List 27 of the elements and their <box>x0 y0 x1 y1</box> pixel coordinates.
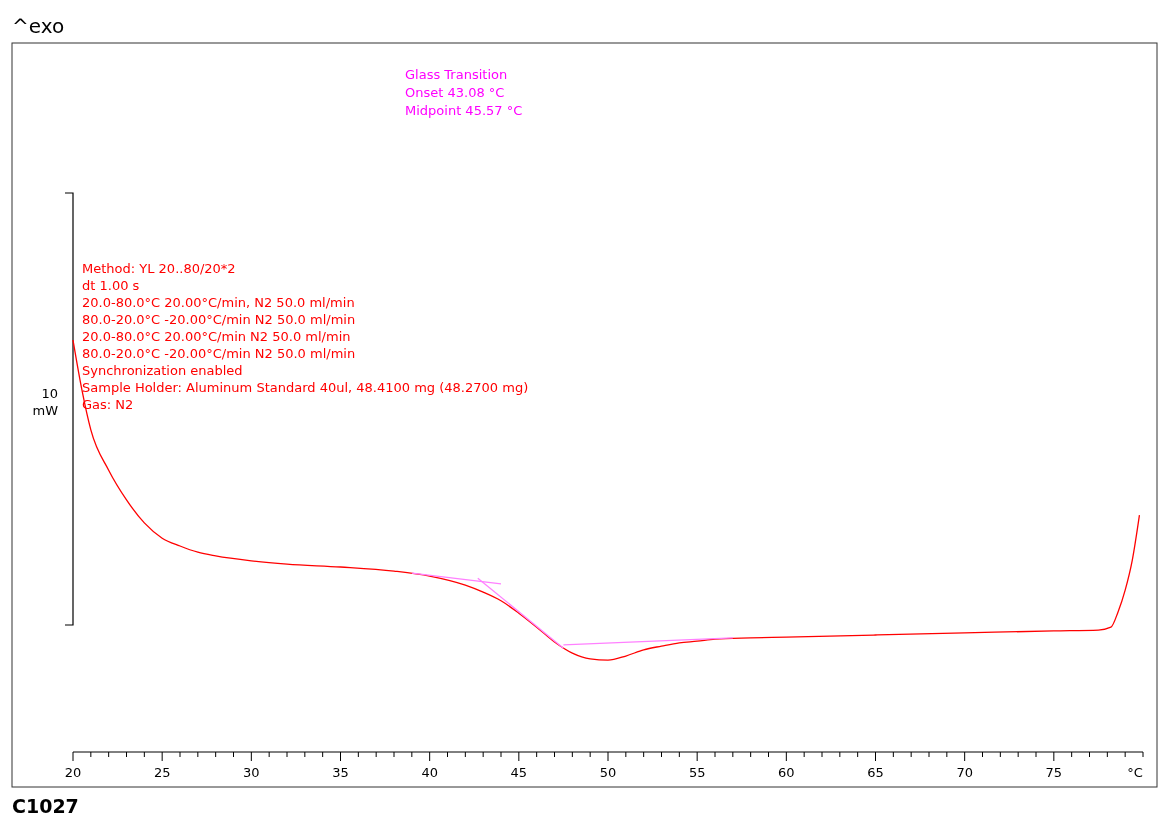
annotation: 80.0-20.0°C -20.00°C/min N2 50.0 ml/min <box>82 346 356 361</box>
x-tick-label: 25 <box>153 765 171 780</box>
text: 80.0-20.0°C -20.00°C/min N2 50.0 ml/min <box>82 312 356 327</box>
text: Glass Transition <box>405 67 508 82</box>
x-tick-label: 40 <box>421 765 438 780</box>
annotation: Synchronization enabled <box>82 363 243 378</box>
chart-title: ^exo <box>12 14 65 38</box>
text: Onset 43.08 °C <box>405 85 505 100</box>
y-axis-title: 10 mW <box>32 386 59 418</box>
text: C1027 <box>12 795 79 817</box>
text: 20.0-80.0°C 20.00°C/min, N2 50.0 ml/min <box>82 295 355 310</box>
x-tick-label: 45 <box>510 765 528 780</box>
text: Midpoint 45.57 °C <box>405 103 523 118</box>
x-tick-label: 20 <box>64 765 82 780</box>
x-tick-label: 65 <box>867 765 884 780</box>
x-tick-label: 55 <box>688 765 706 780</box>
x-tick-label: 50 <box>599 765 617 780</box>
x-tick-label: 30 <box>243 765 260 780</box>
x-axis-title: °C <box>1127 765 1143 780</box>
text: dt 1.00 s <box>82 278 140 293</box>
text: Method: YL 20..80/20*2 <box>82 261 236 276</box>
x-tick-label: 75 <box>1045 765 1063 780</box>
annotation: Sample Holder: Aluminum Standard 40ul, 48.4100 mg (48.2700 mg) <box>82 380 529 395</box>
x-tick-label: 35 <box>332 765 349 780</box>
x-tick-label: 70 <box>956 765 973 780</box>
annotation: 20.0-80.0°C 20.00°C/min N2 50.0 ml/min <box>82 329 351 344</box>
x-tick-label: 60 <box>778 765 795 780</box>
